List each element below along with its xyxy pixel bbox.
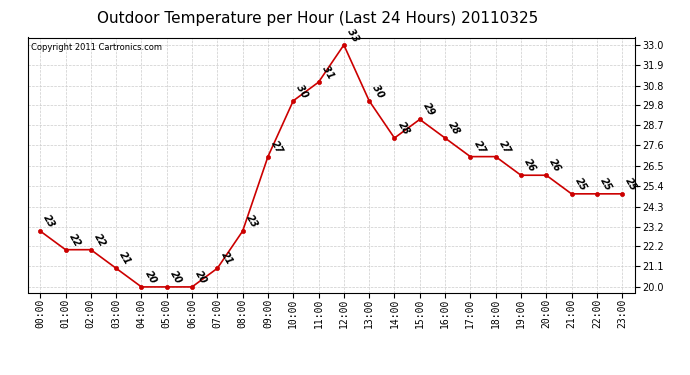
Text: 27: 27 — [269, 138, 285, 155]
Text: 26: 26 — [548, 157, 563, 174]
Text: 27: 27 — [472, 138, 487, 155]
Text: 26: 26 — [522, 157, 538, 174]
Text: 25: 25 — [598, 176, 613, 192]
Text: 20: 20 — [168, 269, 184, 285]
Text: 33: 33 — [345, 27, 361, 44]
Text: 22: 22 — [67, 232, 82, 248]
Text: 21: 21 — [117, 250, 133, 267]
Text: 31: 31 — [320, 64, 335, 81]
Text: 23: 23 — [41, 213, 57, 230]
Text: 30: 30 — [295, 83, 310, 99]
Text: 28: 28 — [396, 120, 411, 136]
Text: 22: 22 — [92, 232, 108, 248]
Text: 20: 20 — [193, 269, 209, 285]
Text: 28: 28 — [446, 120, 462, 136]
Text: 25: 25 — [624, 176, 639, 192]
Text: 25: 25 — [573, 176, 589, 192]
Text: 29: 29 — [421, 101, 437, 118]
Text: 30: 30 — [371, 83, 386, 99]
Text: Outdoor Temperature per Hour (Last 24 Hours) 20110325: Outdoor Temperature per Hour (Last 24 Ho… — [97, 11, 538, 26]
Text: 27: 27 — [497, 138, 513, 155]
Text: 21: 21 — [219, 250, 234, 267]
Text: 20: 20 — [143, 269, 158, 285]
Text: Copyright 2011 Cartronics.com: Copyright 2011 Cartronics.com — [30, 43, 161, 52]
Text: 23: 23 — [244, 213, 259, 230]
